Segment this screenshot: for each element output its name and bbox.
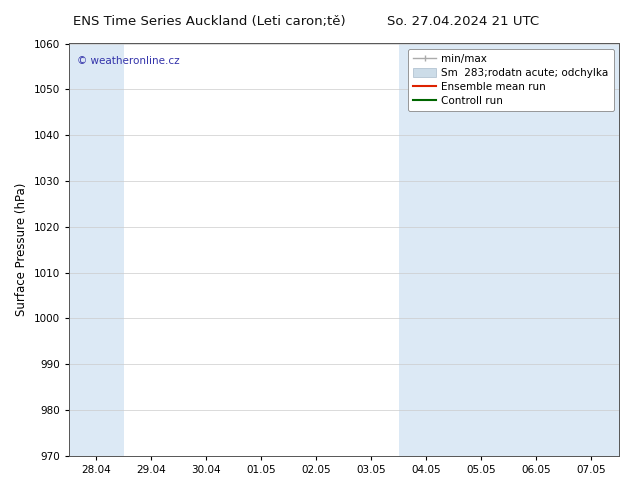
Bar — [399, 44, 509, 456]
Bar — [509, 44, 619, 456]
Y-axis label: Surface Pressure (hPa): Surface Pressure (hPa) — [15, 183, 28, 317]
Text: ENS Time Series Auckland (Leti caron;tě): ENS Time Series Auckland (Leti caron;tě) — [73, 15, 346, 28]
Text: © weatheronline.cz: © weatheronline.cz — [77, 56, 179, 66]
Bar — [69, 44, 124, 456]
Text: So. 27.04.2024 21 UTC: So. 27.04.2024 21 UTC — [387, 15, 539, 28]
Legend: min/max, Sm  283;rodatn acute; odchylka, Ensemble mean run, Controll run: min/max, Sm 283;rodatn acute; odchylka, … — [408, 49, 614, 111]
